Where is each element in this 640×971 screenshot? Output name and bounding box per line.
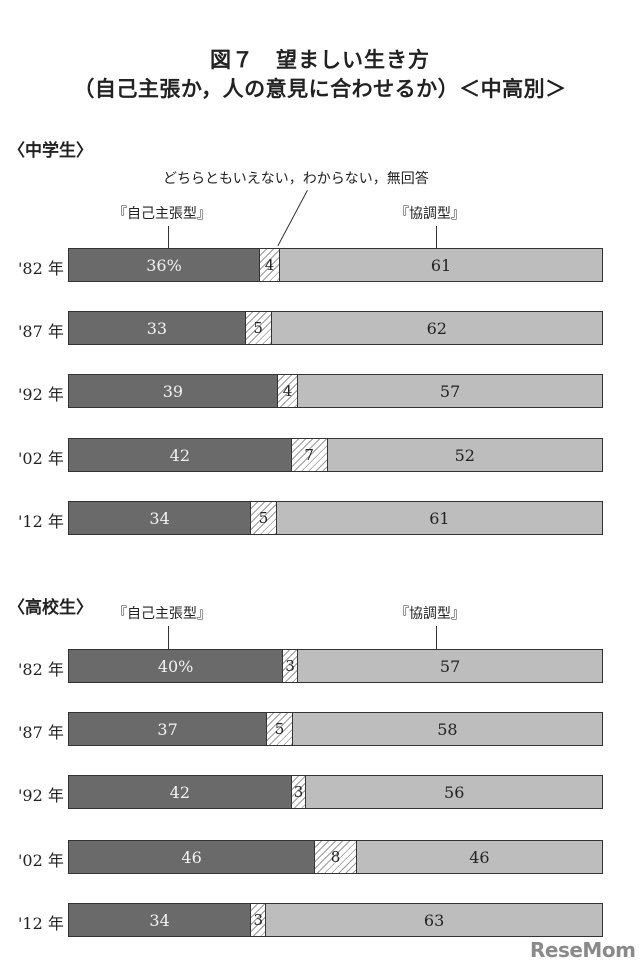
legend-neutral-leader-line <box>277 190 308 247</box>
watermark-logo: ReseMom <box>530 938 636 962</box>
neutral-segment: 4 <box>276 375 299 407</box>
legend-assert-label-jh: 『自己主張型』 <box>113 206 211 222</box>
neutral-segment: 5 <box>266 713 293 745</box>
coop-segment: 52 <box>327 439 602 471</box>
row-label: '82 年 <box>18 259 64 278</box>
coop-segment: 63 <box>266 904 602 936</box>
stacked-bar: 46 8 46 <box>68 840 603 874</box>
section-label-junior-high: 〈中学生〉 <box>8 141 93 161</box>
neutral-segment: 3 <box>250 904 267 936</box>
section-label-high-school: 〈高校生〉 <box>8 598 93 618</box>
legend-neutral-label: どちらともいえない，わからない，無回答 <box>163 171 429 187</box>
coop-segment: 57 <box>298 375 602 407</box>
coop-segment: 61 <box>276 502 602 534</box>
neutral-segment: 7 <box>290 439 328 471</box>
assert-segment: 33 <box>69 312 245 344</box>
stacked-bar: 37 5 58 <box>68 712 603 746</box>
row-label: '87 年 <box>18 322 64 341</box>
coop-segment: 61 <box>280 249 602 281</box>
stacked-bar: 39 4 57 <box>68 374 603 408</box>
assert-segment: 34 <box>69 502 251 534</box>
row-label: '02 年 <box>18 851 64 870</box>
assert-segment: 42 <box>69 776 291 808</box>
legend-assert-leader-jh <box>168 226 169 248</box>
neutral-segment: 3 <box>290 776 307 808</box>
assert-segment: 36% <box>69 249 259 281</box>
row-label: '12 年 <box>18 512 64 531</box>
legend-assert-label-hs: 『自己主張型』 <box>113 606 211 622</box>
row-label: '82 年 <box>18 660 64 679</box>
legend-coop-leader-hs <box>436 626 437 649</box>
chart-title-line1: 図７ 望ましい生き方 <box>210 48 430 72</box>
assert-segment: 42 <box>69 439 291 471</box>
coop-segment: 56 <box>306 776 602 808</box>
legend-coop-leader-jh <box>436 226 437 248</box>
coop-segment: 46 <box>356 841 602 873</box>
chart-title-line2: （自己主張か，人の意見に合わせるか）＜中高別＞ <box>73 77 567 101</box>
neutral-segment: 4 <box>258 249 281 281</box>
neutral-segment: 8 <box>314 841 357 873</box>
coop-segment: 62 <box>271 312 602 344</box>
neutral-segment: 3 <box>282 650 299 682</box>
stacked-bar: 36% 4 61 <box>68 248 603 282</box>
stacked-bar: 33 5 62 <box>68 311 603 345</box>
stacked-bar: 34 3 63 <box>68 903 603 937</box>
stacked-bar: 40% 3 57 <box>68 649 603 683</box>
neutral-segment: 5 <box>244 312 272 344</box>
neutral-segment: 5 <box>250 502 277 534</box>
legend-assert-leader-hs <box>168 626 169 649</box>
row-label: '92 年 <box>18 385 64 404</box>
assert-segment: 37 <box>69 713 267 745</box>
row-label: '02 年 <box>18 449 64 468</box>
stacked-bar: 34 5 61 <box>68 501 603 535</box>
legend-coop-label-hs: 『協調型』 <box>395 606 465 622</box>
assert-segment: 34 <box>69 904 251 936</box>
row-label: '92 年 <box>18 786 64 805</box>
stacked-bar: 42 7 52 <box>68 438 603 472</box>
stacked-bar: 42 3 56 <box>68 775 603 809</box>
assert-segment: 39 <box>69 375 277 407</box>
assert-segment: 46 <box>69 841 315 873</box>
row-label: '12 年 <box>18 914 64 933</box>
legend-coop-label-jh: 『協調型』 <box>395 206 465 222</box>
assert-segment: 40% <box>69 650 283 682</box>
row-label: '87 年 <box>18 723 64 742</box>
coop-segment: 57 <box>298 650 602 682</box>
coop-segment: 58 <box>292 713 602 745</box>
